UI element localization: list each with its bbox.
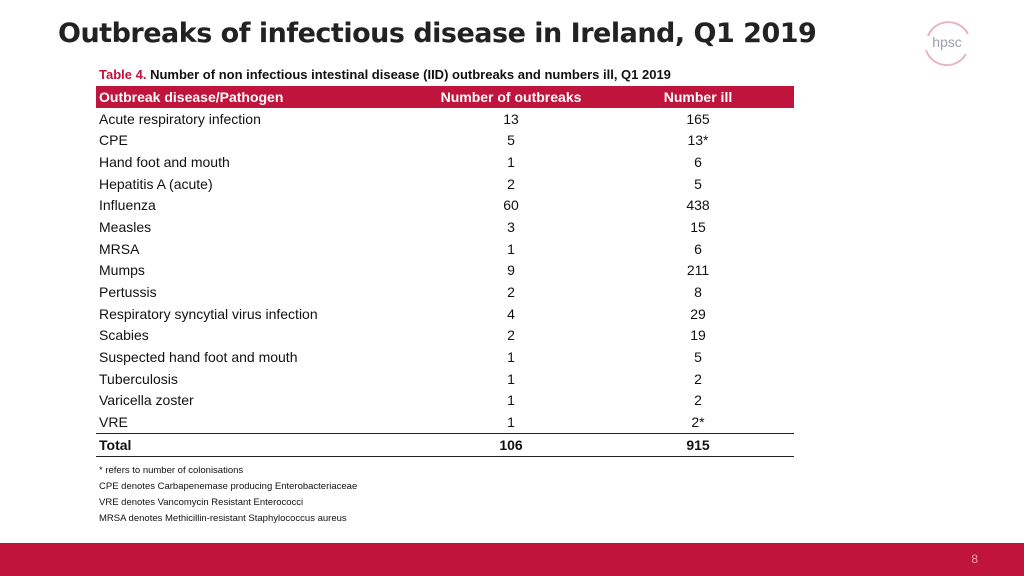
header-outbreaks: Number of outbreaks — [420, 86, 602, 108]
cell-number-ill: 2* — [691, 414, 705, 431]
cell-outbreaks: 9 — [507, 262, 515, 279]
cell-pathogen: Respiratory syncytial virus infection — [99, 305, 318, 322]
cell-outbreaks: 4 — [507, 305, 515, 322]
cell-outbreaks: 1 — [507, 392, 515, 409]
table-row: MRSA 1 6 — [96, 238, 794, 260]
header-number-ill: Number ill — [602, 86, 794, 108]
cell-outbreaks: 1 — [507, 153, 515, 170]
cell-outbreaks: 1 — [507, 414, 515, 431]
table-header-row: Outbreak disease/Pathogen Number of outb… — [96, 86, 794, 108]
cell-number-ill: 2 — [694, 370, 702, 387]
cell-pathogen: Hepatitis A (acute) — [99, 175, 213, 192]
cell-number-ill: 29 — [690, 305, 706, 322]
table-row: Varicella zoster 1 2 — [96, 390, 794, 412]
cell-outbreaks: 13 — [503, 110, 519, 127]
cell-number-ill: 5 — [694, 175, 702, 192]
cell-pathogen: Varicella zoster — [99, 392, 194, 409]
cell-number-ill: 165 — [686, 110, 710, 127]
cell-outbreaks: 1 — [507, 349, 515, 366]
table-row: Hand foot and mouth 1 6 — [96, 151, 794, 173]
cell-number-ill: 15 — [690, 218, 706, 235]
table-caption-text: Number of non infectious intestinal dise… — [150, 67, 671, 82]
table-row: Influenza 60 438 — [96, 194, 794, 216]
table-row: Acute respiratory infection 13 165 — [96, 108, 794, 130]
cell-outbreaks: 2 — [507, 175, 515, 192]
cell-number-ill: 19 — [690, 327, 706, 344]
cell-pathogen: VRE — [99, 414, 128, 431]
cell-number-ill: 5 — [694, 349, 702, 366]
cell-outbreaks: 60 — [503, 197, 519, 214]
cell-pathogen: MRSA — [99, 240, 140, 257]
cell-number-ill: 211 — [686, 262, 710, 279]
table-row: Suspected hand foot and mouth 1 5 — [96, 346, 794, 368]
total-number-ill: 915 — [602, 433, 794, 457]
cell-pathogen: Acute respiratory infection — [99, 110, 261, 127]
hpsc-logo: hpsc — [925, 21, 969, 67]
table-row: VRE 1 2* — [96, 411, 794, 433]
total-outbreaks: 106 — [420, 433, 602, 457]
cell-number-ill: 8 — [694, 284, 702, 301]
table-row: Pertussis 2 8 — [96, 281, 794, 303]
table-row: Measles 3 15 — [96, 216, 794, 238]
logo-text: hpsc — [932, 34, 962, 50]
footnote: CPE denotes Carbapenemase producing Ente… — [99, 481, 358, 492]
table-caption: Table 4. Number of non infectious intest… — [99, 67, 671, 82]
page-number: 8 — [971, 552, 978, 566]
table-caption-label: Table 4. — [99, 67, 147, 82]
cell-pathogen: CPE — [99, 132, 128, 149]
outbreaks-table: Outbreak disease/Pathogen Number of outb… — [96, 86, 794, 457]
cell-pathogen: Hand foot and mouth — [99, 153, 230, 170]
cell-pathogen: Tuberculosis — [99, 370, 178, 387]
table-row: Mumps 9 211 — [96, 260, 794, 282]
page-title: Outbreaks of infectious disease in Irela… — [58, 18, 817, 49]
cell-number-ill: 6 — [694, 153, 702, 170]
cell-pathogen: Pertussis — [99, 284, 157, 301]
table-body: Acute respiratory infection 13 165 CPE 5 13* H… — [96, 108, 794, 457]
cell-outbreaks: 2 — [507, 284, 515, 301]
cell-pathogen: Influenza — [99, 197, 156, 214]
footnote: * refers to number of colonisations — [99, 465, 244, 476]
cell-number-ill: 13* — [687, 132, 709, 149]
cell-outbreaks: 1 — [507, 240, 515, 257]
cell-pathogen: Measles — [99, 218, 152, 235]
cell-outbreaks: 3 — [507, 218, 515, 235]
cell-outbreaks: 2 — [507, 327, 515, 344]
footnote: MRSA denotes Methicillin-resistant Staph… — [99, 513, 347, 524]
table-row: Scabies 2 19 — [96, 325, 794, 347]
footnotes: * refers to number of colonisations CPE … — [99, 463, 357, 527]
header-pathogen: Outbreak disease/Pathogen — [96, 86, 420, 108]
table-row: CPE 5 13* — [96, 129, 794, 151]
total-row: Total 106 915 — [96, 433, 794, 457]
footnote: VRE denotes Vancomycin Resistant Enteroc… — [99, 497, 304, 508]
table-row: Respiratory syncytial virus infection 4 29 — [96, 303, 794, 325]
cell-outbreaks: 1 — [507, 370, 515, 387]
table-row: Tuberculosis 1 2 — [96, 368, 794, 390]
cell-number-ill: 2 — [694, 392, 702, 409]
cell-pathogen: Suspected hand foot and mouth — [99, 349, 298, 366]
total-label: Total — [96, 433, 420, 457]
cell-number-ill: 6 — [694, 240, 702, 257]
cell-number-ill: 438 — [686, 197, 710, 214]
table-row: Hepatitis A (acute) 2 5 — [96, 173, 794, 195]
cell-pathogen: Mumps — [99, 262, 145, 279]
cell-pathogen: Scabies — [99, 327, 149, 344]
cell-outbreaks: 5 — [507, 132, 515, 149]
footer-bar: 8 — [0, 543, 1024, 576]
